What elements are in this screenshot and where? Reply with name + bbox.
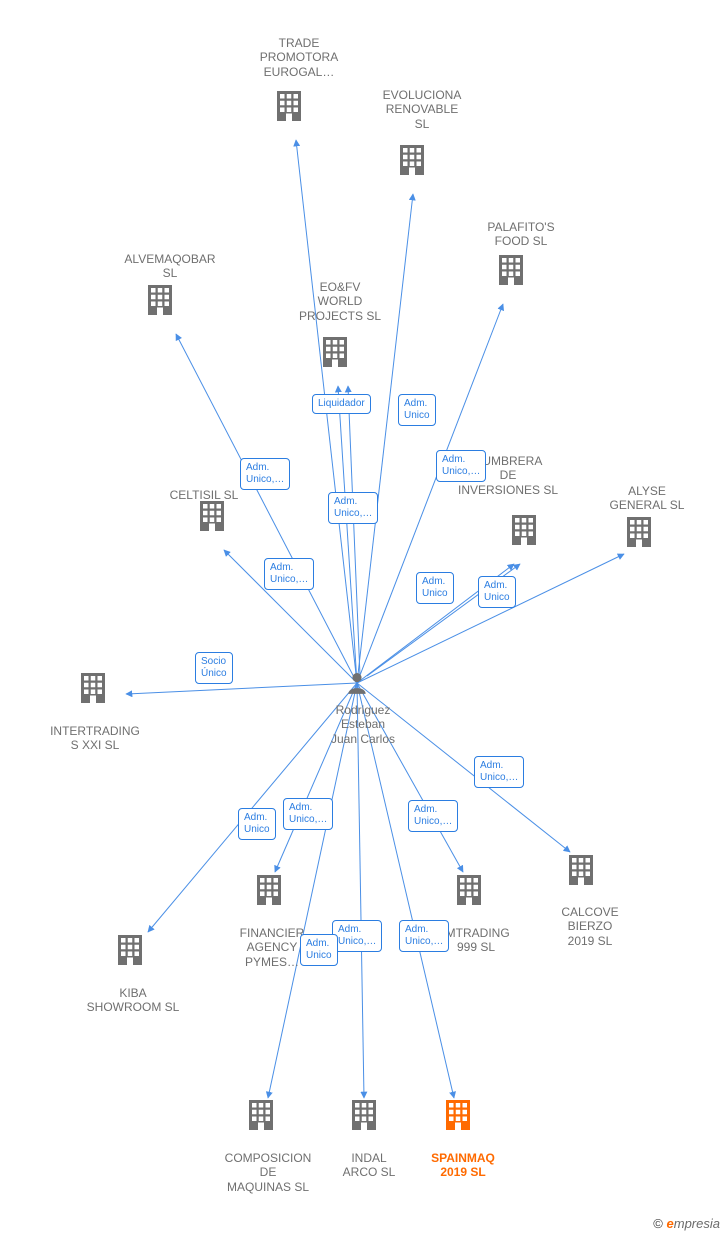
edge-line	[357, 683, 570, 852]
edges-layer	[0, 0, 728, 1235]
edge-line	[148, 683, 357, 932]
copyright-symbol: ©	[653, 1216, 663, 1231]
edge-line	[296, 140, 357, 683]
copyright-e: e	[667, 1216, 674, 1231]
edge-line	[176, 334, 357, 683]
copyright: © empresia	[653, 1216, 720, 1231]
edge-line	[268, 683, 357, 1098]
edge-line	[224, 550, 357, 683]
edge-line	[357, 683, 364, 1098]
edge-line	[357, 564, 514, 683]
copyright-rest: mpresia	[674, 1216, 720, 1231]
edge-line	[367, 564, 520, 676]
edge-line	[357, 683, 454, 1098]
edge-line	[275, 683, 357, 872]
edge-line	[357, 554, 624, 683]
edge-line	[126, 683, 357, 694]
edge-line	[357, 683, 463, 872]
